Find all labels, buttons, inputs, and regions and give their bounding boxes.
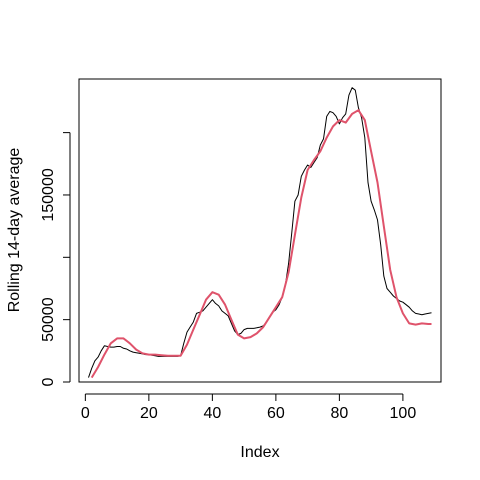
x-axis: 0 20 40 60 80 100 [81, 393, 417, 422]
y-tick-label: 150000 [40, 168, 57, 221]
y-axis-label: Rolling 14-day average [6, 148, 23, 313]
x-tick-label: 0 [81, 405, 90, 422]
x-axis-label: Index [240, 444, 279, 461]
x-tick-label: 100 [390, 405, 417, 422]
x-tick-label: 80 [330, 405, 348, 422]
y-tick-label: 50000 [40, 297, 57, 342]
y-axis: 0 50000 150000 [40, 132, 71, 386]
series-line-1 [88, 87, 432, 378]
x-tick-label: 40 [203, 405, 221, 422]
x-tick-label: 20 [140, 405, 158, 422]
plot-box [78, 78, 442, 383]
x-tick-label: 60 [267, 405, 285, 422]
series-line-2 [90, 109, 432, 379]
y-tick-label: 0 [40, 377, 57, 386]
series-layer [88, 87, 432, 379]
